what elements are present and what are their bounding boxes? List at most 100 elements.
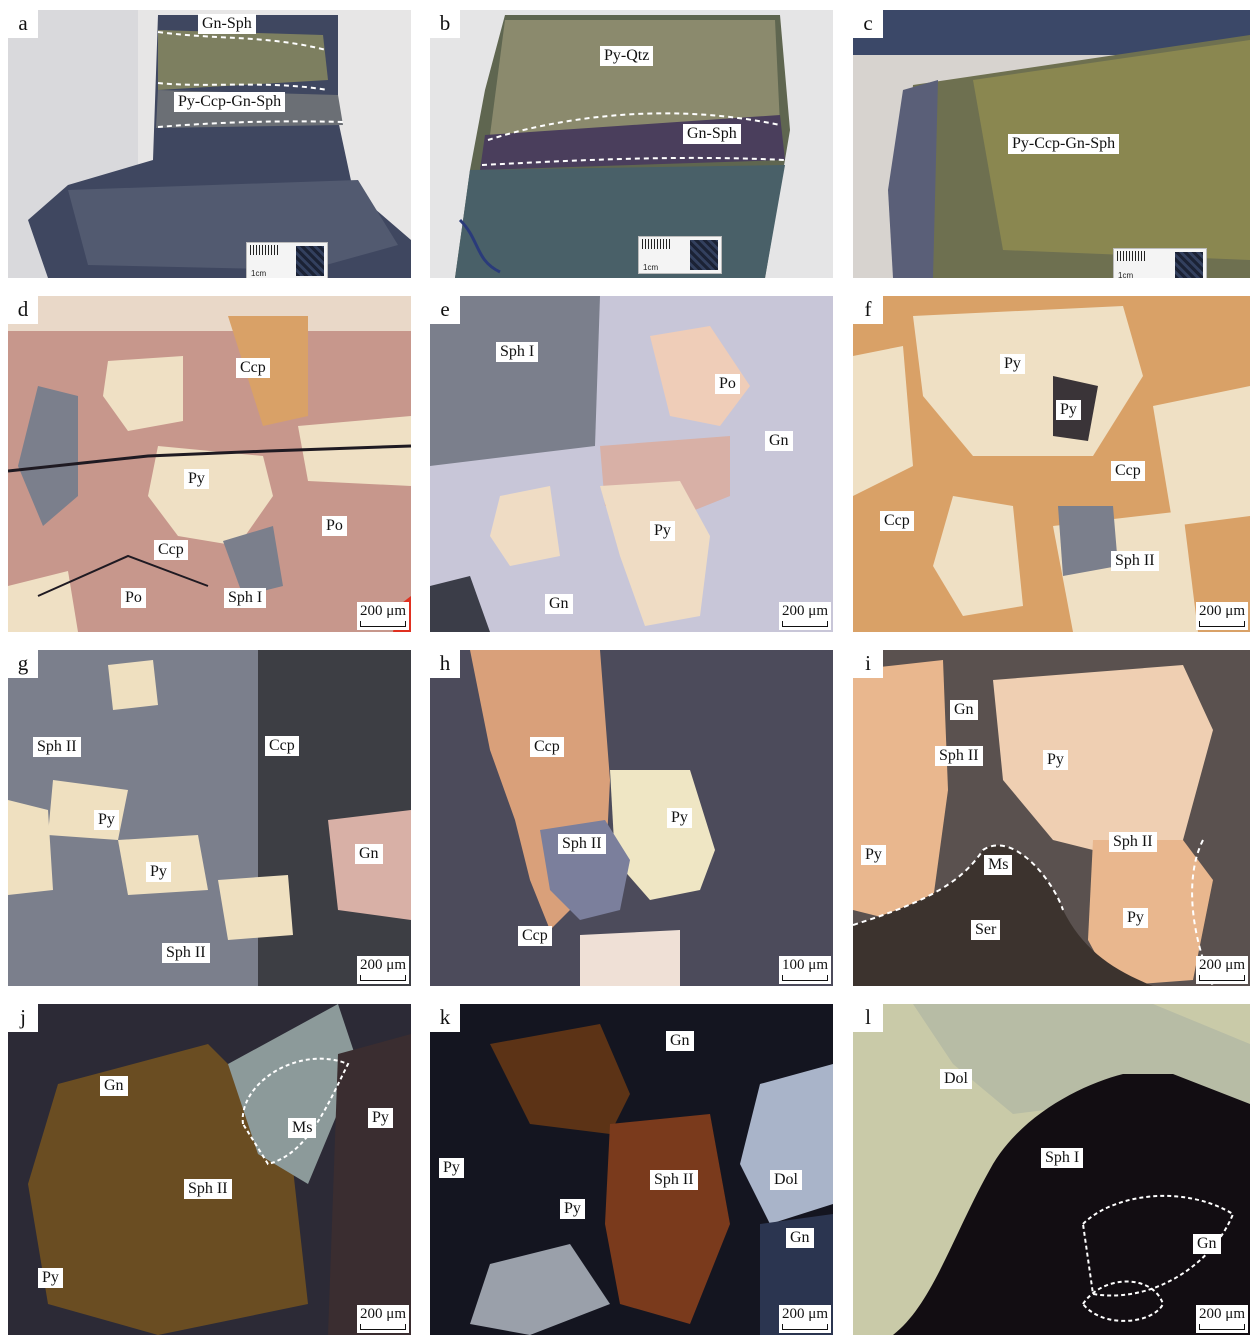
scale-bar: 200 μm (357, 602, 409, 630)
mineral-label: Sph II (935, 746, 983, 766)
panel-c: c Py-Ccp-Gn-Sph 1cm (853, 10, 1250, 278)
micrograph-h (430, 650, 833, 986)
mineral-label: Ccp (1111, 461, 1145, 481)
mineral-label: Ccp (236, 358, 270, 378)
hand-specimen-photo-a (8, 10, 411, 278)
scale-bar: 200 μm (357, 956, 409, 984)
panel-a: a Gn-Sph Py-Ccp-Gn-Sph 1cm (8, 10, 411, 278)
mineral-label: Gn (545, 594, 573, 614)
panel-f: f Py Py Ccp Ccp Sph II 200 μm (853, 296, 1250, 632)
mineral-label: Sph II (1109, 832, 1157, 852)
panel-j: j Gn Ms Py Sph II Py 200 μm (8, 1004, 411, 1335)
mineral-label: Ccp (518, 926, 552, 946)
scale-bar: 200 μm (779, 602, 831, 630)
color-chart (690, 240, 718, 270)
mineral-label: Gn-Sph (683, 124, 741, 144)
color-chart (296, 246, 324, 276)
panel-label: g (8, 650, 38, 678)
mineral-label: Py-Qtz (600, 46, 654, 66)
mineral-label: Py (650, 521, 675, 541)
mineral-label: Po (322, 516, 347, 536)
scale-bar: 200 μm (1196, 602, 1248, 630)
scale-bar-text: 200 μm (360, 957, 406, 973)
scale-bar-text: 200 μm (1199, 603, 1245, 619)
panel-label: d (8, 296, 38, 324)
micrograph-k (430, 1004, 833, 1335)
panel-g: g Sph II Ccp Py Py Gn Sph II 200 μm (8, 650, 411, 986)
mineral-label: Ser (971, 920, 1001, 940)
mineral-label: Sph II (1111, 551, 1159, 571)
mineral-label: Py (1123, 908, 1148, 928)
mineral-label: Py (560, 1199, 585, 1219)
mineral-label: Gn (355, 844, 383, 864)
color-chart (1175, 252, 1203, 278)
panel-label: b (430, 10, 460, 38)
mineral-label: Gn (950, 700, 978, 720)
mineral-label: Py-Ccp-Gn-Sph (1008, 134, 1120, 154)
mineral-label: Po (121, 588, 146, 608)
mineral-label: Py (439, 1158, 464, 1178)
mineral-label: Py-Ccp-Gn-Sph (174, 92, 286, 112)
panel-label: f (853, 296, 883, 324)
micrograph-f (853, 296, 1250, 632)
mineral-label: Py (184, 469, 209, 489)
mineral-label: Sph II (33, 737, 81, 757)
micrograph-i (853, 650, 1250, 986)
scale-bar-text: 200 μm (1199, 957, 1245, 973)
mineral-label: Dol (940, 1069, 972, 1089)
mineral-label: Ccp (880, 511, 914, 531)
scale-ruler: 1cm (638, 236, 722, 274)
scale-bar-text: 200 μm (1199, 1306, 1245, 1322)
scale-bar-text: 200 μm (782, 603, 828, 619)
mineral-label: Sph II (650, 1170, 698, 1190)
mineral-label: Ms (288, 1118, 317, 1138)
ruler-unit: 1cm (643, 263, 659, 272)
scale-bar-text: 200 μm (360, 1306, 406, 1322)
scale-bar: 200 μm (357, 1305, 409, 1333)
panel-label: i (853, 650, 883, 678)
micrograph-e (430, 296, 833, 632)
panel-label: e (430, 296, 460, 324)
panel-label: k (430, 1004, 460, 1032)
scale-bar-text: 100 μm (782, 957, 828, 973)
ruler-ticks (1117, 251, 1147, 261)
ruler-ticks (250, 245, 280, 255)
scale-bar: 200 μm (1196, 956, 1248, 984)
mineral-label: Py (667, 808, 692, 828)
mineral-label: Py (1000, 354, 1025, 374)
panel-e: e Sph I Po Gn Py Gn 200 μm (430, 296, 833, 632)
micrograph-d (8, 296, 411, 632)
mineral-label: Gn (765, 431, 793, 451)
scale-bar: 200 μm (779, 1305, 831, 1333)
panel-k: k Gn Py Sph II Dol Py Gn 200 μm (430, 1004, 833, 1335)
mineral-label: Sph I (1041, 1148, 1084, 1168)
ruler-unit: 1cm (251, 269, 267, 278)
mineral-label: Py (1043, 750, 1068, 770)
mineral-label: Sph I (224, 588, 267, 608)
mineral-label: Ms (984, 855, 1013, 875)
mineral-label: Ccp (530, 737, 564, 757)
mineral-label: Gn-Sph (198, 14, 256, 34)
micrograph-j (8, 1004, 411, 1335)
mineral-label: Gn (786, 1228, 814, 1248)
panel-label: j (8, 1004, 38, 1032)
scale-bar-text: 200 μm (360, 603, 406, 619)
mineral-label: Po (715, 374, 740, 394)
panel-l: l Dol Sph I Gn 200 μm (853, 1004, 1250, 1335)
mineral-label: Ccp (154, 540, 188, 560)
mineral-label: Gn (1193, 1234, 1221, 1254)
panel-b: b Py-Qtz Gn-Sph 1cm (430, 10, 833, 278)
mineral-label: Gn (666, 1031, 694, 1051)
mineral-label: Py (146, 862, 171, 882)
mineral-label: Py (861, 845, 886, 865)
scale-bar: 100 μm (779, 956, 831, 984)
mineral-label: Sph II (184, 1179, 232, 1199)
panel-label: a (8, 10, 38, 38)
micrograph-g (8, 650, 411, 986)
mineral-label: Sph II (162, 943, 210, 963)
panel-i: i Gn Sph II Py Py Sph II Ms Ser Py 200 μ… (853, 650, 1250, 986)
mineral-label: Py (368, 1108, 393, 1128)
ruler-unit: 1cm (1118, 271, 1134, 278)
panel-label: h (430, 650, 460, 678)
micrograph-l (853, 1004, 1250, 1335)
